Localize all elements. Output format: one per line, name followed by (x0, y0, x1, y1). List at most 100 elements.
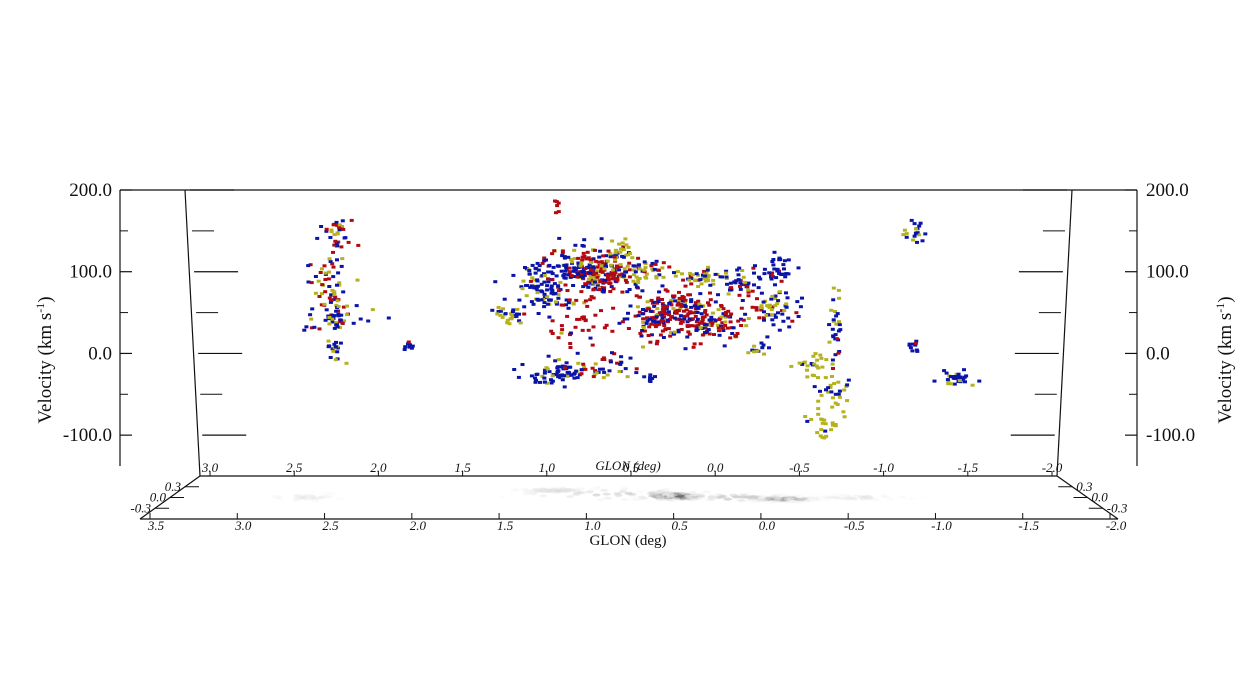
x-axis-front-ticks: 3.5 3.0 2.5 2.0 1.5 1.0 0.5 0.0 -0.5 -1.0 -1.5 -2.0 (147, 513, 1127, 533)
blue-point (771, 258, 776, 261)
red-point (687, 332, 692, 336)
red-point (712, 333, 716, 336)
blue-point (721, 312, 726, 316)
blue-point (831, 298, 836, 302)
yellow-point (764, 314, 769, 317)
blue-point (550, 272, 555, 276)
red-point (608, 290, 613, 293)
red-point (550, 252, 555, 256)
floor-emission-blob (567, 489, 576, 493)
blue-point (682, 303, 687, 307)
red-point (652, 315, 657, 319)
red-point (406, 340, 411, 344)
blue-point (547, 263, 552, 267)
blue-point (657, 290, 662, 294)
blue-point (771, 263, 776, 267)
blue-point (824, 388, 828, 392)
blue-point (706, 328, 711, 332)
blue-point (648, 317, 653, 321)
red-point (583, 267, 588, 270)
blue-point (716, 293, 720, 297)
blue-point (328, 300, 333, 304)
red-point (583, 318, 588, 322)
yellow-point (565, 374, 570, 378)
yellow-point (700, 276, 705, 280)
red-point (703, 309, 708, 312)
yellow-point (830, 362, 835, 366)
blue-point (613, 252, 618, 256)
yellow-point (802, 361, 806, 365)
blue-point (781, 263, 786, 267)
yellow-point (636, 281, 641, 285)
blue-point (952, 382, 957, 386)
blue-point (511, 308, 516, 312)
floor-emission-blob (350, 491, 359, 495)
blue-point (554, 373, 559, 377)
red-point (667, 318, 672, 321)
blue-point (338, 341, 343, 345)
red-point (688, 310, 693, 314)
red-point (331, 265, 336, 269)
red-point (331, 250, 335, 254)
blue-point (511, 310, 515, 313)
blue-point (771, 323, 776, 327)
yellow-point (693, 279, 698, 283)
red-point (627, 261, 632, 265)
red-point (327, 296, 332, 300)
yellow-point (642, 268, 647, 272)
red-point (700, 333, 705, 337)
red-point (794, 311, 799, 315)
red-point (581, 315, 586, 319)
red-point (683, 298, 688, 302)
yellow-point (641, 345, 645, 349)
blue-point (762, 318, 766, 322)
blue-point (598, 249, 603, 253)
yellow-point (641, 320, 646, 324)
blue-point (692, 304, 697, 308)
blue-point (636, 314, 641, 318)
yellow-point (626, 245, 631, 249)
floor-emission-blob (881, 495, 889, 498)
yellow-point (841, 410, 846, 414)
red-point (329, 298, 334, 302)
yellow-point (824, 358, 829, 362)
red-point (611, 306, 616, 310)
red-point (599, 267, 604, 271)
blue-point (796, 266, 801, 270)
yellow-point (644, 272, 649, 276)
blue-point (652, 300, 657, 304)
yellow-point (724, 271, 728, 275)
red-point (620, 320, 625, 324)
blue-point (786, 272, 791, 276)
blue-point (762, 310, 766, 314)
blue-point (920, 239, 925, 243)
red-point (626, 327, 631, 330)
red-point (660, 329, 665, 333)
yellow-point (637, 267, 642, 271)
blue-point (628, 304, 633, 308)
yellow-point (816, 407, 821, 411)
yellow-point (599, 264, 604, 268)
blue-point (566, 306, 571, 310)
red-point (653, 323, 658, 327)
red-point (549, 329, 554, 333)
blue-point (334, 220, 339, 224)
red-point (667, 265, 672, 269)
yellow-point (743, 280, 748, 284)
blue-point (671, 332, 676, 336)
floor-emission-blob (718, 494, 727, 498)
y-tick-right-label: 0.0 (1146, 343, 1170, 364)
floor-emission-blob (691, 493, 699, 497)
blue-point (787, 325, 792, 329)
yellow-point (816, 376, 820, 380)
red-point (770, 305, 775, 309)
yellow-point (643, 266, 648, 270)
yellow-point (805, 368, 809, 372)
yellow-point (789, 364, 794, 368)
blue-point (553, 291, 558, 295)
red-point (835, 337, 839, 341)
yellow-point (644, 276, 649, 280)
blue-point (622, 274, 627, 278)
red-point (333, 239, 338, 243)
blue-point (796, 315, 801, 318)
